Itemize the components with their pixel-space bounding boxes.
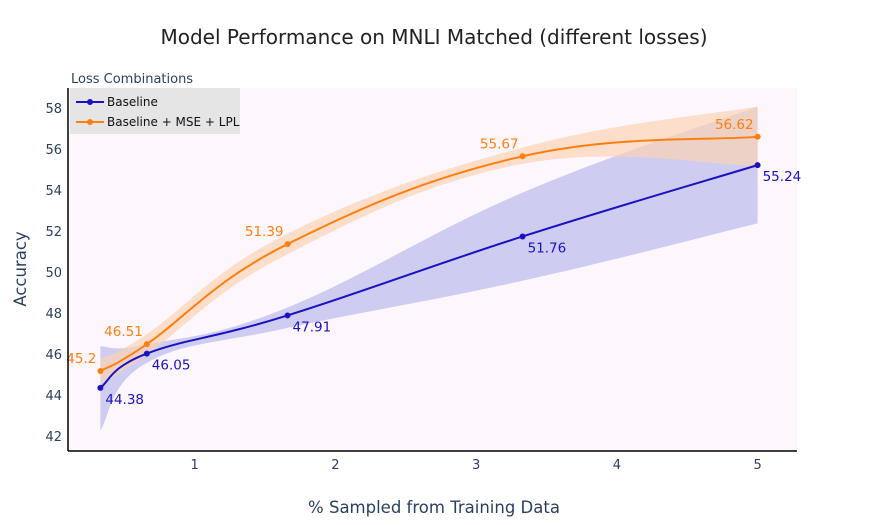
data-point bbox=[519, 153, 526, 160]
data-label: 44.38 bbox=[105, 392, 144, 408]
legend-marker bbox=[87, 119, 93, 125]
chart-title: Model Performance on MNLI Matched (diffe… bbox=[160, 25, 707, 49]
legend-label[interactable]: Baseline + MSE + LPL bbox=[107, 115, 240, 129]
legend-items: Baseline Baseline + MSE + LPL bbox=[76, 95, 240, 129]
data-point bbox=[284, 312, 291, 319]
data-points bbox=[97, 133, 761, 391]
data-label: 47.91 bbox=[293, 319, 332, 335]
y-ticks: 42 44 46 48 50 52 54 56 58 bbox=[45, 102, 62, 445]
data-point bbox=[284, 241, 291, 248]
y-tick-label: 50 bbox=[45, 266, 62, 281]
legend-title: Loss Combinations bbox=[71, 72, 193, 87]
data-point bbox=[143, 350, 150, 357]
y-axis-title: Accuracy bbox=[11, 231, 30, 307]
y-tick-label: 54 bbox=[45, 184, 62, 199]
y-tick-label: 58 bbox=[45, 102, 62, 117]
data-label: 46.05 bbox=[152, 358, 191, 374]
data-label: 51.76 bbox=[528, 240, 567, 256]
confidence-band bbox=[100, 106, 758, 384]
x-tick-label: 4 bbox=[613, 458, 621, 473]
data-point bbox=[754, 133, 761, 140]
data-label: 45.2 bbox=[66, 351, 96, 367]
data-label: 46.51 bbox=[104, 324, 143, 340]
data-point bbox=[519, 233, 526, 240]
y-tick-label: 52 bbox=[45, 225, 62, 240]
legend-box bbox=[70, 88, 240, 134]
y-tick-label: 48 bbox=[45, 307, 62, 322]
data-point bbox=[97, 384, 104, 391]
data-label: 55.24 bbox=[763, 169, 802, 185]
data-labels: 44.38 46.05 47.91 51.76 55.24 45.2 46.51 51.39 5… bbox=[66, 117, 801, 408]
y-tick-label: 42 bbox=[45, 430, 62, 445]
legend-label[interactable]: Baseline bbox=[107, 95, 158, 109]
data-point bbox=[97, 368, 104, 375]
x-tick-label: 5 bbox=[753, 458, 761, 473]
x-axis-title: % Sampled from Training Data bbox=[308, 498, 560, 517]
legend-marker bbox=[87, 99, 93, 105]
data-label: 56.62 bbox=[715, 117, 754, 133]
data-point bbox=[143, 341, 150, 348]
legend: Loss Combinations Baseline Baseline + MSE… bbox=[70, 72, 240, 134]
y-tick-label: 56 bbox=[45, 143, 62, 158]
x-tick-label: 3 bbox=[472, 458, 480, 473]
x-ticks: 1 2 3 4 5 bbox=[191, 458, 762, 473]
data-label: 51.39 bbox=[245, 224, 284, 240]
y-tick-label: 46 bbox=[45, 348, 62, 363]
data-point bbox=[754, 162, 761, 169]
x-tick-label: 1 bbox=[191, 458, 199, 473]
data-label: 55.67 bbox=[480, 136, 519, 152]
y-tick-label: 44 bbox=[45, 389, 62, 404]
x-tick-label: 2 bbox=[331, 458, 339, 473]
